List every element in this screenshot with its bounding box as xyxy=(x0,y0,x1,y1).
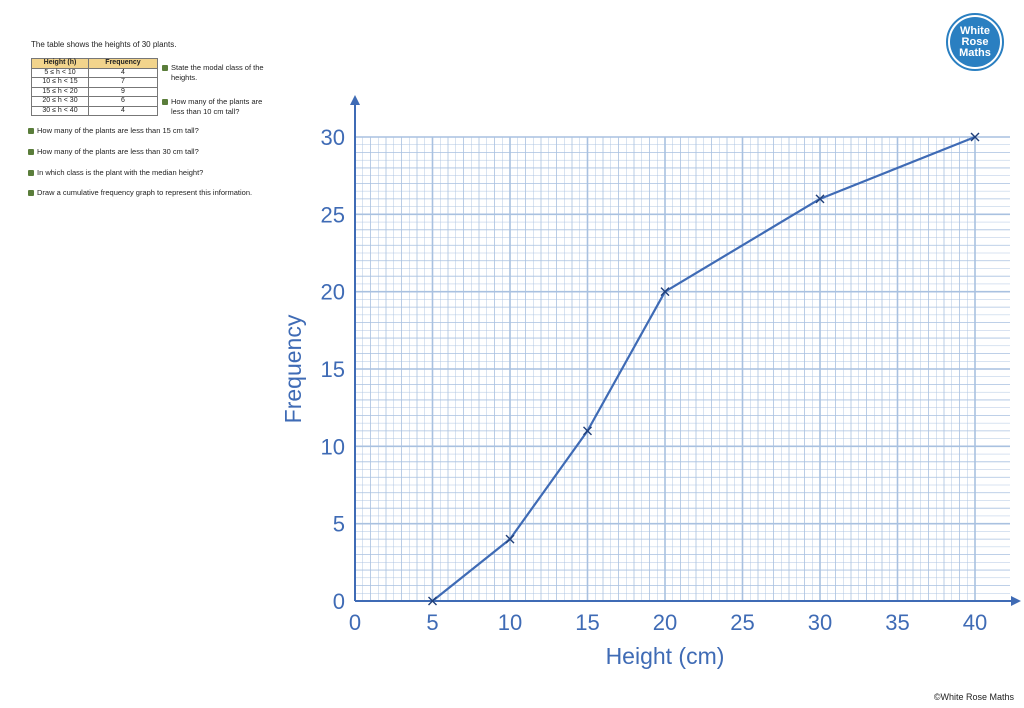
question-modal-class: State the modal class of the heights. xyxy=(162,63,267,83)
logo-badge: White Rose Maths xyxy=(950,17,1000,67)
data-point-marker xyxy=(660,287,670,297)
copyright-notice: ©White Rose Maths xyxy=(933,692,1014,702)
x-tick-label: 5 xyxy=(426,610,438,635)
logo-line: Rose xyxy=(961,35,989,48)
question-text: Draw a cumulative frequency graph to rep… xyxy=(37,188,253,197)
question-less-than-30: How many of the plants are less than 30 … xyxy=(28,147,199,157)
marker-stroke xyxy=(660,287,670,297)
marker-stroke xyxy=(970,132,980,142)
chart-tick-labels: 0 5 10 15 20 25 30 35 40 0 5 10 15 20 25 30 xyxy=(321,125,988,635)
y-axis-arrow xyxy=(350,95,360,105)
marker-stroke xyxy=(583,426,592,436)
question-median-class: In which class is the plant with the med… xyxy=(28,168,203,178)
question-less-than-15: How many of the plants are less than 15 … xyxy=(28,126,199,136)
x-tick-label: 20 xyxy=(653,610,677,635)
x-tick-label: 10 xyxy=(498,610,522,635)
y-tick-label: 15 xyxy=(321,357,345,382)
worksheet-intro: The table shows the heights of 30 plants… xyxy=(31,40,177,49)
question-icon xyxy=(28,128,34,134)
question-icon xyxy=(162,99,168,105)
data-point-marker xyxy=(815,194,825,204)
question-text: In which class is the plant with the med… xyxy=(37,168,204,177)
y-tick-label: 30 xyxy=(321,125,345,150)
x-tick-label: 30 xyxy=(808,610,832,635)
chart-axes xyxy=(350,95,1021,606)
y-axis-label: Frequency xyxy=(280,314,306,423)
x-tick-label: 40 xyxy=(963,610,987,635)
data-point-marker xyxy=(505,534,515,544)
question-less-than-10: How many of the plants are less than 10 … xyxy=(162,97,267,117)
x-axis-arrow xyxy=(1011,596,1021,606)
marker-stroke xyxy=(428,596,437,606)
marker-stroke xyxy=(815,194,825,204)
white-rose-maths-logo: White Rose Maths xyxy=(946,13,1004,71)
data-point-marker xyxy=(428,596,437,606)
x-axis-label: Height (cm) xyxy=(606,643,725,669)
y-tick-label: 10 xyxy=(321,434,345,459)
logo-line: White xyxy=(960,24,990,37)
question-icon xyxy=(28,170,34,176)
question-icon xyxy=(28,149,34,155)
question-text: How many of the plants are less than 30 … xyxy=(37,147,199,156)
marker-stroke xyxy=(505,534,515,544)
chart-series xyxy=(428,132,980,606)
x-tick-label: 0 xyxy=(349,610,361,635)
cumulative-frequency-line xyxy=(431,135,976,602)
table-cell: 4 xyxy=(88,105,158,116)
chart-grid xyxy=(354,136,1010,602)
question-text: How many of the plants are less than 15 … xyxy=(37,126,199,135)
question-icon xyxy=(162,65,168,71)
y-tick-label: 25 xyxy=(321,202,345,227)
question-draw-graph: Draw a cumulative frequency graph to rep… xyxy=(28,188,252,198)
table-row: 30 ≤ h < 40 4 xyxy=(31,105,158,116)
data-point-marker xyxy=(583,426,592,436)
logo-line: Maths xyxy=(959,46,991,59)
y-tick-label: 5 xyxy=(333,512,345,537)
data-point-marker xyxy=(970,132,980,142)
question-text: State the modal class of the heights. xyxy=(171,63,264,82)
x-tick-label: 35 xyxy=(885,610,909,635)
x-tick-label: 25 xyxy=(730,610,754,635)
question-icon xyxy=(28,190,34,196)
frequency-table: Height (h) Frequency 5 ≤ h < 10 4 10 ≤ h… xyxy=(31,58,158,116)
question-text: How many of the plants are less than 10 … xyxy=(171,97,263,116)
y-tick-label: 0 xyxy=(333,589,345,614)
y-tick-label: 20 xyxy=(321,280,345,305)
x-tick-label: 15 xyxy=(575,610,599,635)
